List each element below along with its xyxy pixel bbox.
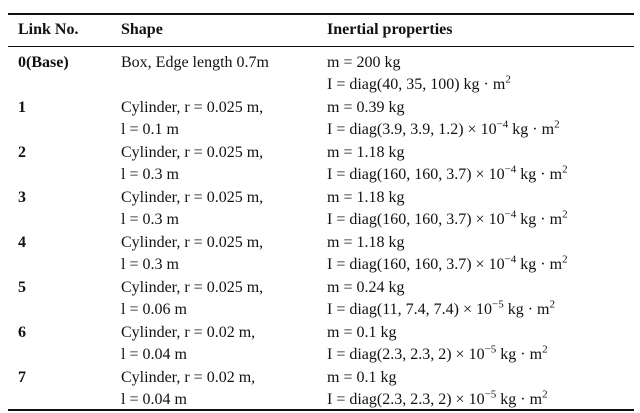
inertia-exponent: 2 (562, 163, 568, 176)
shape-text: Cylinder, r = 0.025 m, (121, 144, 264, 161)
inertia-part: I = diag(11, 7.4, 7.4) × 10 (327, 301, 492, 318)
inertia-part: kg · m (503, 301, 550, 318)
inertia-text: I = diag(3.9, 3.9, 1.2) × 10−4 kg · m2 (327, 118, 560, 140)
inertia-part: I = diag(160, 160, 3.7) × 10 (327, 166, 505, 183)
inertia-exponent: 2 (505, 73, 511, 86)
inertia-part: kg · m (516, 211, 563, 228)
link-number: 1 (18, 99, 26, 116)
inertia-text: I = diag(40, 35, 100) kg · m2 (327, 73, 511, 95)
shape-text: Cylinder, r = 0.025 m, (121, 234, 264, 251)
inertia-exponent: −4 (504, 163, 517, 176)
inertia-text: I = diag(11, 7.4, 7.4) × 10−5 kg · m2 (327, 298, 555, 320)
header-cell: Inertial properties (327, 21, 453, 38)
inertia-part: I = diag(2.3, 2.3, 2) × 10 (327, 346, 485, 363)
link-number: 4 (18, 234, 26, 251)
shape-text: l = 0.3 m (121, 211, 179, 228)
header-cell: Link No. (18, 21, 79, 38)
shape-text: Cylinder, r = 0.025 m, (121, 279, 264, 296)
inertia-exponent: −4 (504, 253, 517, 266)
inertia-part: I = diag(2.3, 2.3, 2) × 10 (327, 391, 485, 408)
inertia-text: I = diag(2.3, 2.3, 2) × 10−5 kg · m2 (327, 388, 548, 410)
mass-text: m = 200 kg (327, 54, 401, 71)
shape-text: l = 0.3 m (121, 256, 179, 273)
shape-text: l = 0.06 m (121, 301, 187, 318)
shape-text: l = 0.1 m (121, 121, 179, 138)
shape-text: Cylinder, r = 0.02 m, (121, 324, 256, 341)
inertia-exponent: −4 (504, 208, 517, 221)
inertia-part: kg · m (496, 346, 543, 363)
mass-text: m = 0.24 kg (327, 279, 405, 296)
inertia-exponent: −4 (496, 118, 509, 131)
inertia-text: I = diag(160, 160, 3.7) × 10−4 kg · m2 (327, 163, 568, 185)
shape-text: Cylinder, r = 0.02 m, (121, 369, 256, 386)
bottom-rule (8, 409, 634, 411)
inertia-text: I = diag(160, 160, 3.7) × 10−4 kg · m2 (327, 208, 568, 230)
header-rule (8, 46, 634, 47)
mass-text: m = 0.1 kg (327, 369, 397, 386)
link-number: 2 (18, 144, 26, 161)
inertia-part: I = diag(40, 35, 100) kg · m (327, 76, 506, 93)
shape-text: l = 0.3 m (121, 166, 179, 183)
inertia-part: I = diag(160, 160, 3.7) × 10 (327, 256, 505, 273)
shape-text: Cylinder, r = 0.025 m, (121, 99, 264, 116)
inertia-exponent: 2 (562, 208, 568, 221)
header-cell: Shape (121, 21, 163, 38)
inertia-part: kg · m (496, 391, 543, 408)
link-number: 6 (18, 324, 26, 341)
shape-text: l = 0.04 m (121, 346, 187, 363)
shape-text: Box, Edge length 0.7m (121, 54, 269, 71)
link-number: 0(Base) (18, 54, 69, 71)
inertia-exponent: 2 (542, 388, 548, 401)
mass-text: m = 1.18 kg (327, 234, 405, 251)
inertia-exponent: 2 (542, 343, 548, 356)
mass-text: m = 0.39 kg (327, 99, 405, 116)
mass-text: m = 0.1 kg (327, 324, 397, 341)
inertia-part: kg · m (508, 121, 555, 138)
inertia-exponent: −5 (484, 343, 497, 356)
shape-text: Cylinder, r = 0.025 m, (121, 189, 264, 206)
mass-text: m = 1.18 kg (327, 144, 405, 161)
inertia-text: I = diag(160, 160, 3.7) × 10−4 kg · m2 (327, 253, 568, 275)
link-number: 3 (18, 189, 26, 206)
inertia-exponent: 2 (549, 298, 555, 311)
inertia-exponent: 2 (554, 118, 560, 131)
top-rule (8, 13, 634, 15)
inertia-part: I = diag(160, 160, 3.7) × 10 (327, 211, 505, 228)
link-number: 5 (18, 279, 26, 296)
inertia-part: kg · m (516, 166, 563, 183)
link-number: 7 (18, 369, 26, 386)
inertia-exponent: −5 (484, 388, 497, 401)
inertia-part: kg · m (516, 256, 563, 273)
mass-text: m = 1.18 kg (327, 189, 405, 206)
inertia-exponent: 2 (562, 253, 568, 266)
inertia-exponent: −5 (491, 298, 504, 311)
inertia-text: I = diag(2.3, 2.3, 2) × 10−5 kg · m2 (327, 343, 548, 365)
inertia-part: I = diag(3.9, 3.9, 1.2) × 10 (327, 121, 497, 138)
shape-text: l = 0.04 m (121, 391, 187, 408)
